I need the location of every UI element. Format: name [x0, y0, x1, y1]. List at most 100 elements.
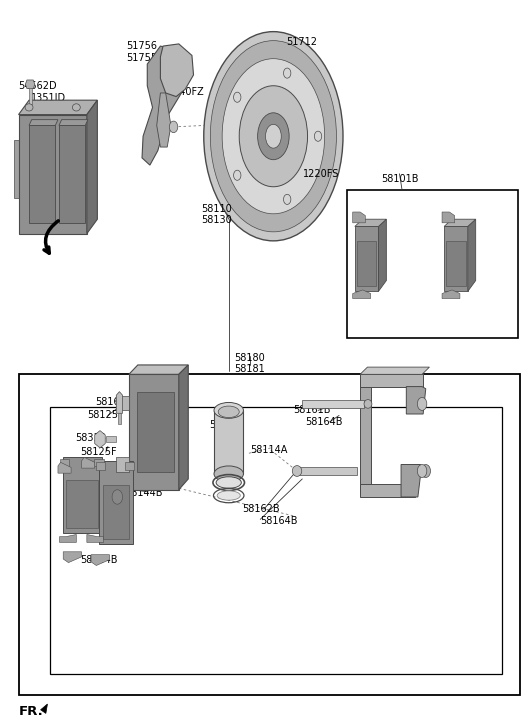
Bar — [59, 459, 69, 466]
Text: 58113: 58113 — [215, 433, 245, 443]
Polygon shape — [29, 126, 55, 222]
Polygon shape — [19, 115, 87, 233]
Text: @: @ — [31, 105, 40, 116]
Bar — [294, 467, 357, 475]
Text: 58314: 58314 — [75, 433, 106, 443]
Polygon shape — [179, 365, 189, 490]
Circle shape — [284, 68, 291, 79]
Polygon shape — [129, 374, 179, 490]
Ellipse shape — [364, 400, 372, 409]
Polygon shape — [446, 241, 466, 286]
Bar — [360, 484, 415, 497]
Polygon shape — [401, 465, 421, 497]
Ellipse shape — [25, 104, 33, 111]
Polygon shape — [157, 93, 171, 147]
Polygon shape — [91, 555, 109, 566]
Bar — [50, 407, 502, 674]
Polygon shape — [66, 481, 98, 528]
Polygon shape — [25, 80, 35, 89]
Text: 54562D: 54562D — [19, 81, 57, 91]
Circle shape — [234, 170, 241, 180]
Bar — [347, 190, 518, 338]
Bar — [106, 436, 116, 442]
Ellipse shape — [239, 86, 307, 187]
Circle shape — [314, 131, 322, 141]
Polygon shape — [442, 212, 455, 222]
Polygon shape — [360, 367, 430, 374]
Polygon shape — [129, 365, 189, 374]
Text: 58164B: 58164B — [260, 516, 298, 526]
Polygon shape — [99, 461, 133, 544]
Text: 58163B: 58163B — [95, 398, 132, 407]
Polygon shape — [160, 44, 193, 97]
Bar — [360, 374, 423, 387]
Text: 58144B: 58144B — [81, 555, 118, 565]
Text: 58144B: 58144B — [125, 489, 162, 499]
Text: 51712: 51712 — [287, 38, 318, 47]
Polygon shape — [59, 534, 76, 542]
Bar — [360, 378, 371, 494]
Polygon shape — [83, 140, 87, 198]
Bar — [125, 462, 134, 470]
Polygon shape — [82, 457, 95, 468]
Ellipse shape — [216, 477, 241, 489]
Polygon shape — [116, 396, 129, 411]
Text: 58181: 58181 — [235, 364, 266, 374]
Polygon shape — [40, 704, 47, 713]
Text: 1140FZ: 1140FZ — [168, 87, 205, 97]
Polygon shape — [214, 411, 243, 474]
Bar — [29, 88, 32, 104]
Bar — [118, 412, 121, 424]
Polygon shape — [353, 212, 365, 222]
Circle shape — [234, 92, 241, 103]
Polygon shape — [63, 457, 101, 533]
Text: 58114A: 58114A — [250, 445, 287, 455]
Polygon shape — [59, 126, 85, 222]
Polygon shape — [142, 46, 187, 165]
Circle shape — [417, 398, 427, 411]
Text: 58130: 58130 — [201, 215, 232, 225]
Bar — [19, 374, 520, 695]
Polygon shape — [95, 430, 105, 448]
Circle shape — [284, 194, 291, 204]
Polygon shape — [468, 220, 476, 292]
Ellipse shape — [214, 403, 243, 418]
Polygon shape — [59, 120, 88, 126]
Polygon shape — [116, 457, 129, 472]
Ellipse shape — [266, 124, 281, 148]
Ellipse shape — [218, 406, 239, 417]
Polygon shape — [116, 392, 123, 413]
Polygon shape — [137, 393, 174, 472]
Text: 58180: 58180 — [235, 353, 266, 363]
Text: FR.: FR. — [19, 704, 44, 718]
Text: 58112: 58112 — [209, 419, 239, 430]
Polygon shape — [63, 552, 82, 563]
Polygon shape — [355, 226, 379, 292]
Ellipse shape — [214, 466, 243, 482]
Polygon shape — [442, 290, 460, 299]
Text: 51755: 51755 — [126, 52, 157, 63]
Polygon shape — [102, 485, 130, 539]
Polygon shape — [444, 226, 468, 292]
Ellipse shape — [222, 59, 324, 214]
Polygon shape — [353, 290, 371, 299]
Polygon shape — [87, 534, 104, 542]
Circle shape — [169, 121, 178, 132]
Polygon shape — [58, 462, 71, 473]
Text: 58125: 58125 — [87, 411, 118, 420]
Ellipse shape — [210, 41, 337, 232]
Text: 58161B: 58161B — [293, 406, 331, 415]
Ellipse shape — [258, 113, 289, 160]
Polygon shape — [406, 387, 426, 414]
Polygon shape — [357, 241, 376, 286]
Ellipse shape — [292, 465, 302, 476]
Text: 58162B: 58162B — [242, 505, 279, 514]
Ellipse shape — [72, 104, 80, 111]
Polygon shape — [379, 220, 387, 292]
Polygon shape — [29, 120, 58, 126]
Ellipse shape — [204, 32, 343, 241]
Circle shape — [417, 465, 427, 478]
Text: 51756: 51756 — [126, 41, 157, 51]
Text: 58101B: 58101B — [381, 174, 418, 184]
Circle shape — [112, 490, 123, 505]
